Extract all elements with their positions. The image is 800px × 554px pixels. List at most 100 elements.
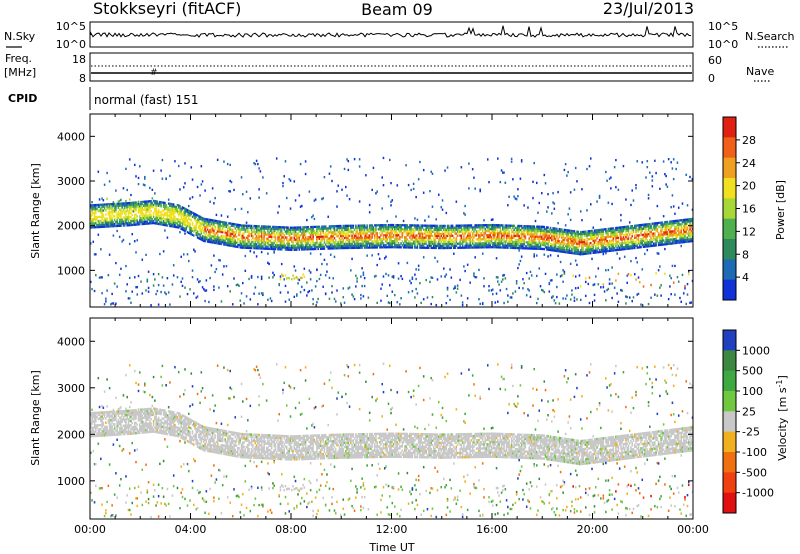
- power-cell: [91, 222, 93, 225]
- power-cell: [110, 303, 112, 306]
- power-cell: [549, 228, 552, 232]
- power-cell: [284, 236, 287, 239]
- power-cell: [165, 218, 167, 221]
- power-cell: [321, 262, 323, 266]
- power-cell: [578, 240, 581, 244]
- power-cell: [529, 225, 532, 228]
- power-cell: [409, 240, 411, 243]
- power-cell: [144, 218, 146, 221]
- power-cell: [331, 231, 333, 234]
- power-cell: [439, 242, 441, 246]
- power-cell: [370, 244, 372, 247]
- power-cell: [203, 235, 205, 239]
- power-cell: [191, 211, 194, 214]
- power-cell: [558, 302, 561, 305]
- power-cell: [537, 245, 539, 248]
- power-cell: [194, 229, 196, 232]
- power-cell: [508, 230, 510, 233]
- power-cell: [375, 244, 377, 247]
- power-cell: [622, 236, 625, 239]
- power-cell: [429, 226, 431, 229]
- power-cell: [625, 198, 627, 201]
- power-cell: [147, 290, 150, 293]
- power-cell: [610, 187, 612, 190]
- power-cell: [348, 238, 351, 242]
- power-cell: [112, 208, 115, 212]
- power-cell: [314, 285, 317, 288]
- power-cell: [289, 238, 292, 241]
- power-cell: [410, 188, 412, 192]
- power-cell: [376, 263, 378, 267]
- power-cell: [250, 246, 253, 250]
- power-cell: [510, 232, 513, 235]
- power-cell: [215, 219, 218, 223]
- power-cell: [258, 225, 260, 228]
- power-cell: [494, 223, 497, 227]
- power-cell: [456, 284, 459, 287]
- power-cell: [385, 226, 387, 229]
- power-cell: [524, 227, 527, 230]
- power-cell: [466, 228, 469, 231]
- power-cell: [234, 208, 237, 211]
- power-cell: [223, 225, 225, 228]
- power-cell: [219, 242, 221, 245]
- power-cell: [306, 240, 308, 243]
- power-cell: [638, 224, 641, 227]
- power-cell: [152, 211, 155, 215]
- power-cell: [381, 242, 384, 245]
- power-cell: [544, 272, 547, 276]
- power-cell: [523, 233, 525, 236]
- power-cell: [304, 232, 307, 235]
- power-cell: [436, 228, 439, 232]
- power-cell: [120, 210, 122, 213]
- power-cell: [146, 200, 149, 203]
- power-cell: [172, 211, 175, 214]
- power-cell: [317, 233, 319, 236]
- power-cell: [267, 245, 269, 248]
- power-cell: [495, 292, 498, 295]
- power-cell: [316, 235, 318, 239]
- power-cell: [326, 263, 328, 266]
- power-cell: [463, 246, 465, 249]
- power-cell: [152, 169, 155, 172]
- power-cell: [414, 240, 416, 243]
- power-cell: [615, 226, 617, 230]
- power-cell: [240, 228, 243, 231]
- power-cell: [523, 235, 525, 238]
- power-cell: [616, 242, 618, 246]
- power-cell: [267, 229, 269, 232]
- power-cell: [615, 240, 617, 244]
- power-cell: [455, 238, 458, 241]
- power-cell: [136, 205, 139, 208]
- power-cell: [561, 234, 563, 237]
- power-cell: [269, 235, 272, 238]
- power-cell: [204, 237, 206, 241]
- power-cell: [331, 179, 333, 183]
- power-cell: [597, 283, 600, 286]
- power-cell: [407, 244, 410, 247]
- power-cell: [641, 233, 644, 237]
- power-cell: [172, 225, 175, 228]
- power-cell: [236, 223, 239, 226]
- power-cell: [122, 220, 125, 223]
- power-cell: [267, 227, 269, 230]
- power-cell: [293, 180, 296, 183]
- power-cell: [179, 231, 181, 234]
- power-cell: [368, 244, 371, 247]
- power-cell: [569, 249, 572, 253]
- power-cell: [588, 232, 591, 235]
- power-cell: [170, 225, 172, 228]
- power-cell: [311, 231, 313, 235]
- power-cell: [283, 246, 286, 249]
- power-cell: [424, 242, 426, 245]
- power-cell: [439, 246, 441, 250]
- power-cell: [351, 230, 353, 233]
- power-cell: [500, 230, 503, 233]
- power-cell: [96, 217, 98, 221]
- power-cell: [564, 244, 567, 248]
- power-cell: [160, 203, 162, 206]
- power-cell: [562, 246, 564, 249]
- power-cell: [432, 238, 435, 242]
- power-cell: [425, 278, 427, 282]
- power-cell: [278, 238, 280, 241]
